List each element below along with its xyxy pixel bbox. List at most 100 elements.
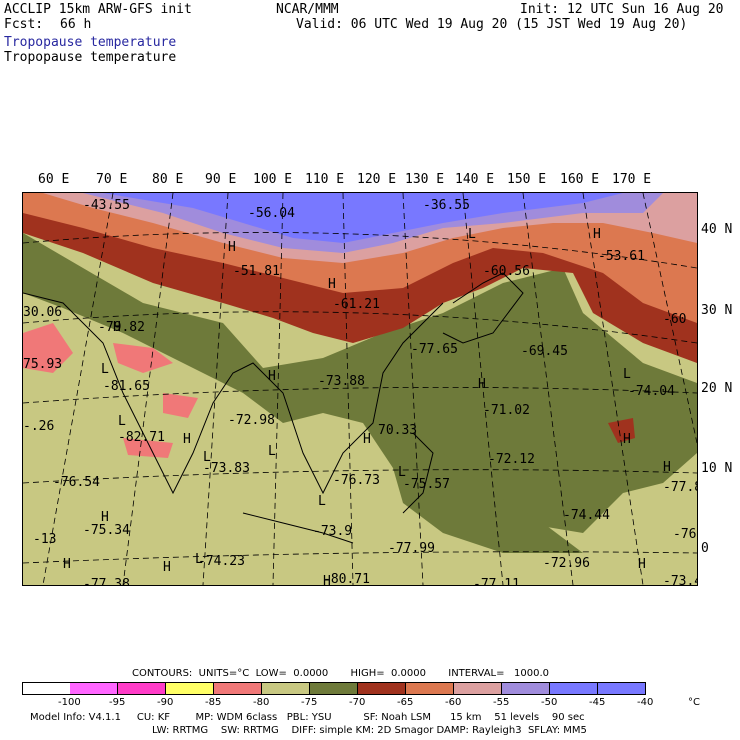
- color-bar-tick: -50: [541, 697, 558, 708]
- extremum-value: -76: [673, 527, 696, 542]
- color-bar-segment: [454, 682, 502, 695]
- high-marker: H: [113, 320, 121, 335]
- low-marker: L: [203, 450, 211, 465]
- high-marker: H: [183, 432, 191, 447]
- graticule: [23, 193, 697, 585]
- extremum-value: -80.71: [323, 572, 370, 586]
- extremum-value: -51.81: [233, 264, 280, 279]
- color-bar-tick: -95: [109, 697, 126, 708]
- cold-pool-india-east: [163, 393, 198, 418]
- extremum-value: -77.38: [83, 577, 130, 586]
- high-marker: H: [363, 432, 371, 447]
- extremum-value: -76.73: [333, 473, 380, 488]
- extremum-value: -79.82: [98, 320, 145, 335]
- extremum-value: -73.9: [313, 524, 352, 539]
- extremum-value: -82.71: [118, 430, 165, 445]
- band-minus75-to-minus70-south: [383, 433, 583, 553]
- extremum-value: -72.12: [488, 452, 535, 467]
- model-info-line1: Model Info: V4.1.1 CU: KF MP: WDM 6class…: [30, 712, 585, 723]
- latitude-label: 0: [701, 541, 709, 556]
- high-marker: H: [623, 432, 631, 447]
- color-bar-tick: -75: [301, 697, 318, 708]
- forecast-label: Fcst:: [4, 17, 44, 32]
- extremum-value: -77.99: [388, 541, 435, 556]
- longitude-label: 60 E: [38, 172, 70, 187]
- extremum-value: -.26: [23, 419, 54, 434]
- cold-pool-india-south: [123, 438, 173, 458]
- color-bar-segment: [406, 682, 454, 695]
- extremum-value: -75.34: [83, 523, 130, 538]
- center-label: NCAR/MMM: [276, 2, 339, 17]
- cold-pool-india-north: [113, 343, 173, 373]
- color-bar-segment: [262, 682, 310, 695]
- init-time: Init: 12 UTC Sun 16 Aug 20: [520, 2, 724, 17]
- extremum-value: -60.56: [483, 264, 530, 279]
- extremum-value: -13: [33, 532, 56, 547]
- color-bar-segment: [118, 682, 166, 695]
- color-bar-segment: [502, 682, 550, 695]
- color-bar-tick: -80: [253, 697, 270, 708]
- longitude-label: 110 E: [305, 172, 345, 187]
- forecast-hour: 66 h: [60, 17, 92, 32]
- high-marker: H: [228, 240, 236, 255]
- color-bar-tick: -65: [397, 697, 414, 708]
- color-bar-segment: [310, 682, 358, 695]
- extremum-value: -53.61: [598, 249, 645, 264]
- extremum-value: -73.4: [663, 574, 698, 586]
- longitude-label: 130 E: [405, 172, 445, 187]
- high-marker: H: [101, 510, 109, 525]
- color-bar-tick: °C: [688, 697, 700, 708]
- extremum-value: -81.65: [103, 379, 150, 394]
- extremum-value: -75.57: [403, 477, 450, 492]
- longitude-label: 100 E: [253, 172, 293, 187]
- extremum-value: -60: [663, 312, 686, 327]
- high-marker: H: [63, 557, 71, 572]
- extremum-value: 70.33: [378, 423, 417, 438]
- extremum-value: -72.98: [228, 413, 275, 428]
- latitude-label: 40 N: [701, 222, 733, 237]
- extremum-value: -76.54: [53, 475, 100, 490]
- longitude-label: 170 E: [612, 172, 652, 187]
- extremum-value: -77.65: [411, 342, 458, 357]
- extremum-value: -74.23: [198, 554, 245, 569]
- coastlines: [23, 272, 524, 544]
- color-bar-segment: [22, 682, 71, 695]
- extremum-value: -73.88: [318, 374, 365, 389]
- low-marker: L: [623, 367, 631, 382]
- high-marker: H: [268, 369, 276, 384]
- high-marker: H: [593, 227, 601, 242]
- field-title-secondary: Tropopause temperature: [4, 50, 177, 65]
- high-marker: H: [323, 574, 331, 586]
- extremum-value: -61.21: [333, 297, 380, 312]
- band-minus75-to-minus70: [23, 233, 697, 533]
- low-marker: L: [398, 465, 406, 480]
- extremum-value: -43.55: [83, 198, 130, 213]
- longitude-label: 150 E: [507, 172, 547, 187]
- color-bar-segment: [214, 682, 262, 695]
- low-marker: L: [268, 444, 276, 459]
- latitude-label: 30 N: [701, 303, 733, 318]
- color-bar-tick: -85: [205, 697, 222, 708]
- color-bar-segment: [550, 682, 598, 695]
- extremum-value: -72.96: [543, 556, 590, 571]
- longitude-label: 160 E: [560, 172, 600, 187]
- color-bar-tick: -55: [493, 697, 510, 708]
- valid-time: Valid: 06 UTC Wed 19 Aug 20 (15 JST Wed …: [296, 17, 688, 32]
- longitude-label: 80 E: [152, 172, 184, 187]
- color-bar-segment: [598, 682, 646, 695]
- cold-pool-west: [23, 323, 73, 373]
- latitude-label: 20 N: [701, 381, 733, 396]
- color-bar-segment: [358, 682, 406, 695]
- extremum-value: -74.44: [563, 508, 610, 523]
- model-info-line2: LW: RRTMG SW: RRTMG DIFF: simple KM: 2D …: [152, 725, 587, 736]
- field-title-primary: Tropopause temperature: [4, 35, 177, 50]
- low-marker: L: [101, 362, 109, 377]
- color-bar-segment: [166, 682, 214, 695]
- color-bar: [22, 682, 646, 695]
- high-marker: H: [663, 460, 671, 475]
- extremum-value: -36.55: [423, 198, 470, 213]
- color-bar-tick: -100: [58, 697, 81, 708]
- high-marker: H: [478, 377, 486, 392]
- extremum-value: 75.93: [23, 357, 62, 372]
